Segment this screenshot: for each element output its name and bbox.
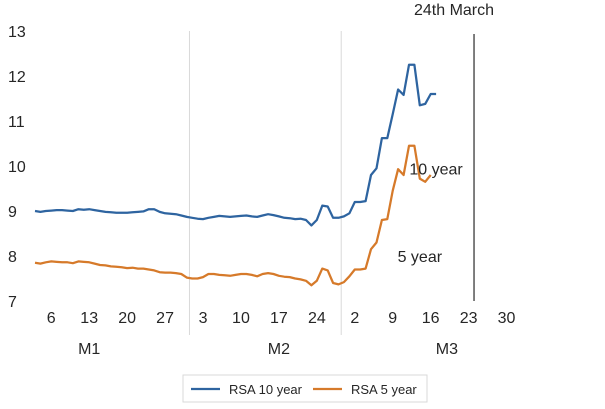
y-tick-label: 9 [8,204,17,221]
x-tick-label: 6 [47,310,56,327]
marker-label: 24th March [414,2,494,19]
y-tick-label: 10 [8,159,26,176]
legend: RSA 10 year RSA 5 year [182,374,428,403]
month-label: M2 [268,341,290,358]
y-tick-label: 11 [8,114,25,131]
annotation-5-year: 5 year [398,249,443,266]
month-label: M1 [78,341,100,358]
x-tick-label: 23 [460,310,478,327]
x-tick-label: 13 [80,310,98,327]
legend-label-5-year: RSA 5 year [351,382,417,397]
x-tick-label: 16 [422,310,440,327]
y-tick-label: 8 [8,249,17,266]
month-label: M3 [436,341,458,358]
date-marker: 24th March [414,2,494,301]
month-dividers [188,31,342,335]
series-annotations: 10 year 5 year [398,161,464,266]
annotation-10-year: 10 year [409,161,463,178]
x-tick-label: 20 [118,310,136,327]
x-tick-label: 2 [350,310,359,327]
x-tick-label: 30 [498,310,516,327]
x-tick-label: 24 [308,310,326,327]
x-tick-label: 10 [232,310,250,327]
legend-border [182,374,428,403]
y-tick-label: 12 [8,69,26,86]
x-tick-label: 17 [270,310,288,327]
series-line-10-year [34,63,437,227]
series-line-5-year [34,144,432,287]
month-labels: M1 M2 M3 [78,341,458,358]
x-axis-tick-labels: 6 13 20 27 3 10 17 24 2 9 16 23 30 [47,310,516,327]
x-tick-label: 27 [156,310,174,327]
series-lines [34,63,437,287]
x-tick-label: 9 [388,310,397,327]
legend-label-10-year: RSA 10 year [229,382,303,397]
y-tick-label: 13 [8,24,26,41]
y-tick-label: 7 [8,294,17,311]
x-tick-label: 3 [199,310,208,327]
y-axis-tick-labels: 13 12 11 10 9 8 7 [8,24,26,311]
